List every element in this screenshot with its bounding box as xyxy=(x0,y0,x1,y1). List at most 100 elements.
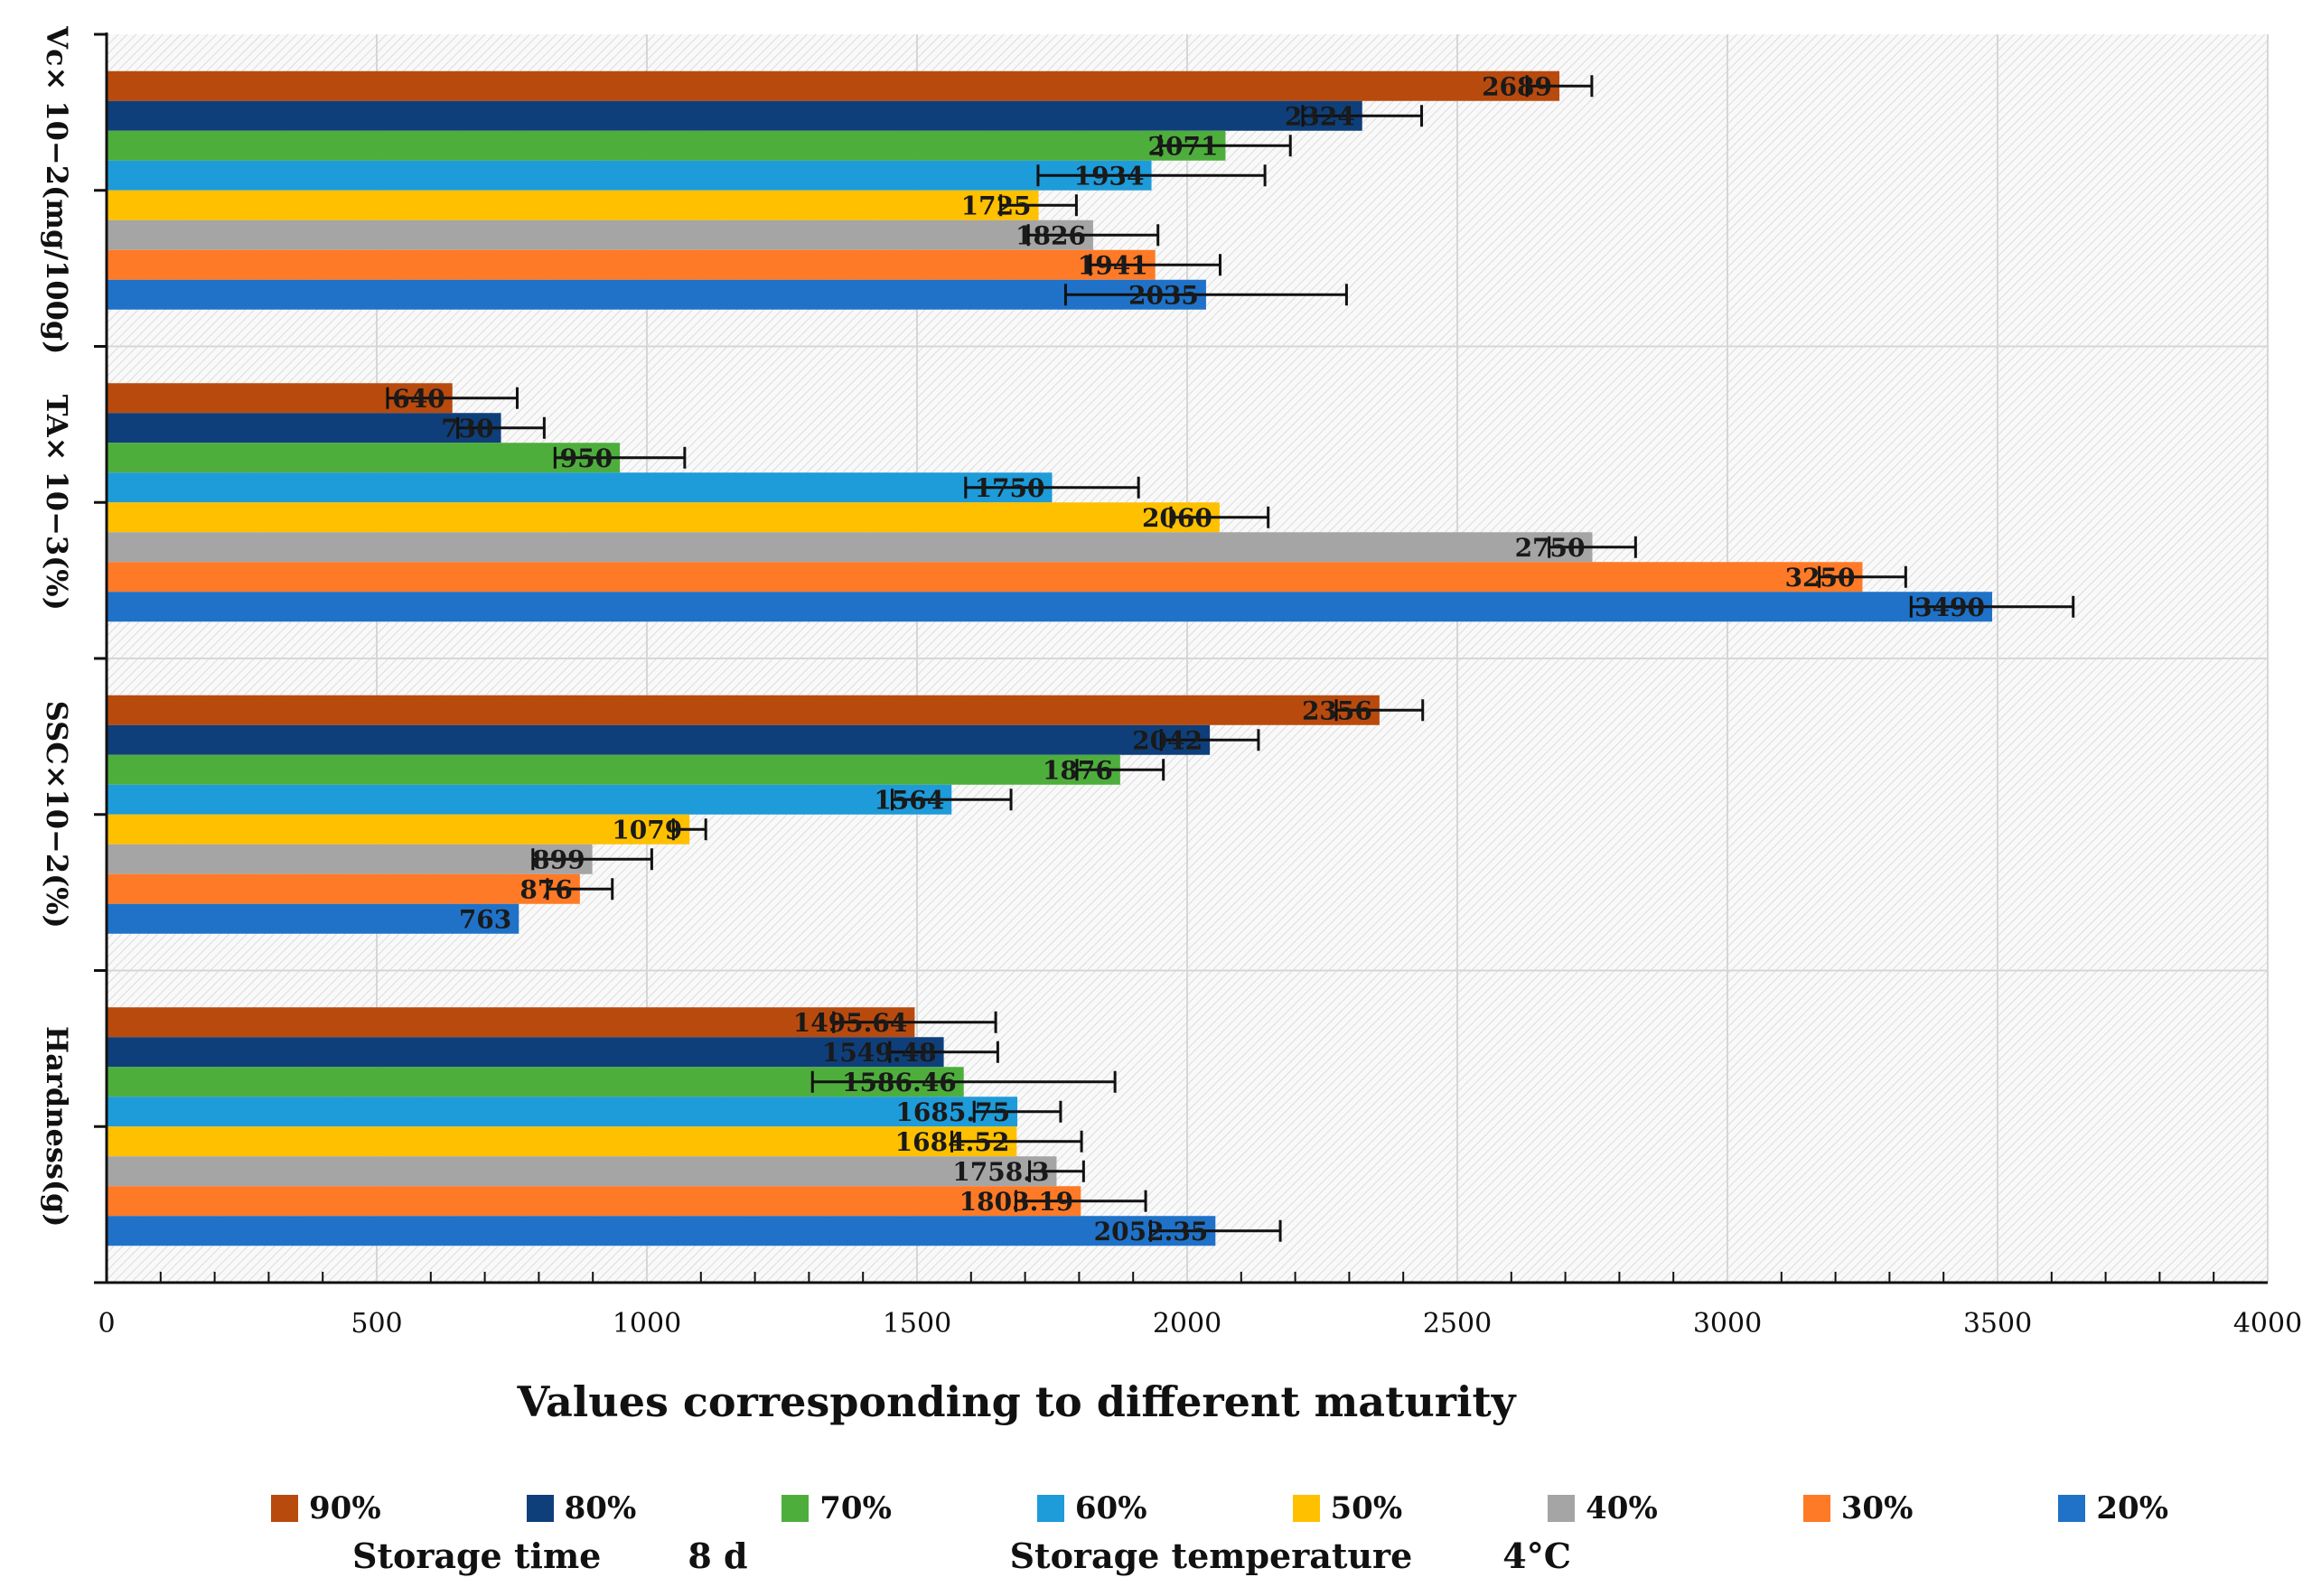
storage-info: Storage time 8 d Storage temperature 4°C xyxy=(352,1528,1571,1582)
bar xyxy=(107,903,519,934)
legend-label: 80% xyxy=(564,1490,637,1526)
bar xyxy=(107,844,593,874)
bar xyxy=(107,279,1206,310)
bar xyxy=(107,502,1220,533)
bar xyxy=(107,784,952,815)
storage-time-value: 8 d xyxy=(688,1535,748,1576)
bar xyxy=(107,873,580,904)
category-label: SSC×10−2(%) xyxy=(40,701,74,929)
category-label: TA× 10−3(%) xyxy=(40,395,74,611)
x-tick-label: 500 xyxy=(351,1308,402,1339)
data-label: 1725 xyxy=(961,191,1032,220)
legend-swatch xyxy=(526,1495,554,1522)
legend-item: 30% xyxy=(1802,1490,1914,1526)
x-tick-label: 0 xyxy=(98,1308,115,1339)
data-label: 3490 xyxy=(1914,593,1985,622)
bar xyxy=(107,70,1560,101)
legend-swatch xyxy=(2058,1495,2086,1522)
bar xyxy=(107,562,1863,593)
bar xyxy=(107,1156,1057,1187)
x-tick-label: 2000 xyxy=(1153,1308,1221,1339)
bar xyxy=(107,130,1226,161)
category-label: Hardness(g) xyxy=(40,1026,74,1227)
bar xyxy=(107,592,1993,622)
data-label: 2060 xyxy=(1142,503,1212,533)
legend-label: 90% xyxy=(309,1490,381,1526)
bar xyxy=(107,413,501,443)
legend-swatch xyxy=(1548,1495,1576,1522)
storage-time-label: Storage time xyxy=(352,1535,602,1576)
x-tick-label: 4000 xyxy=(2233,1308,2302,1339)
axes: 0 500 1000 1500 2000 2500 3000 3500 4000 Vc× 10−2… xyxy=(40,25,2302,1339)
legend-swatch xyxy=(1036,1495,1064,1522)
bar xyxy=(107,724,1211,755)
legend-item: 60% xyxy=(1036,1490,1147,1526)
data-label: 1876 xyxy=(1043,755,1113,785)
bar xyxy=(107,1007,915,1038)
data-label: 2035 xyxy=(1128,280,1199,310)
x-tick-label: 1500 xyxy=(883,1308,951,1339)
bar xyxy=(107,532,1593,563)
legend-swatch xyxy=(781,1495,810,1522)
data-label: 3250 xyxy=(1785,563,1856,593)
bar xyxy=(107,1037,944,1068)
data-label: 1941 xyxy=(1078,250,1148,280)
legend-item: 20% xyxy=(2058,1490,2168,1526)
data-label: 730 xyxy=(441,414,493,443)
bar xyxy=(107,249,1156,280)
data-label: 950 xyxy=(560,443,613,473)
bar xyxy=(107,443,621,473)
legend-item: 90% xyxy=(271,1490,381,1526)
bar xyxy=(107,219,1093,250)
data-label: 2356 xyxy=(1302,695,1372,725)
bar xyxy=(107,1097,1018,1127)
bar xyxy=(107,754,1120,785)
data-label: 2071 xyxy=(1148,131,1219,161)
data-label: 876 xyxy=(519,874,572,904)
legend-label: 20% xyxy=(2096,1490,2168,1526)
storage-temperature-label: Storage temperature xyxy=(1009,1535,1413,1576)
legend-swatch xyxy=(1292,1495,1320,1522)
legend-label: 60% xyxy=(1074,1490,1147,1526)
data-label: 899 xyxy=(532,845,585,874)
x-axis-title: Values corresponding to different maturi… xyxy=(517,1377,1517,1426)
data-label: 1549.48 xyxy=(822,1038,937,1068)
bar xyxy=(107,100,1362,131)
data-label: 1586.46 xyxy=(842,1068,957,1097)
x-tick-label: 1000 xyxy=(613,1308,681,1339)
x-tick-label: 3500 xyxy=(1963,1308,2032,1339)
legend: 90% 80% 70% 60% 50% 40% 30% 20% xyxy=(271,1481,2168,1535)
data-label: 1685.75 xyxy=(895,1097,1010,1127)
bar xyxy=(107,472,1053,503)
data-label: 1934 xyxy=(1074,161,1145,191)
bar xyxy=(107,1216,1216,1246)
data-label: 2689 xyxy=(1482,71,1552,101)
legend-label: 70% xyxy=(819,1490,892,1526)
legend-item: 40% xyxy=(1548,1490,1658,1526)
legend-item: 50% xyxy=(1292,1490,1403,1526)
data-label: 640 xyxy=(392,384,445,414)
legend-label: 30% xyxy=(1840,1490,1914,1526)
legend-label: 40% xyxy=(1586,1490,1658,1526)
bar xyxy=(107,160,1152,191)
data-label: 2052.35 xyxy=(1094,1217,1209,1246)
data-label: 2042 xyxy=(1132,725,1203,755)
data-label: 1826 xyxy=(1015,220,1086,250)
legend-swatch xyxy=(1802,1495,1830,1522)
x-tick-label: 2500 xyxy=(1423,1308,1492,1339)
bar xyxy=(107,814,690,845)
data-label: 2750 xyxy=(1515,533,1586,563)
legend-swatch xyxy=(271,1495,298,1522)
data-label: 1079 xyxy=(612,815,682,845)
legend-label: 50% xyxy=(1330,1490,1403,1526)
bar xyxy=(107,1126,1017,1157)
data-label: 1803.19 xyxy=(959,1187,1074,1217)
data-label: 1564 xyxy=(874,785,944,815)
data-label: 1684.52 xyxy=(895,1127,1010,1157)
category-label: Vc× 10−2(mg/100g) xyxy=(40,25,74,354)
legend-item: 70% xyxy=(781,1490,892,1526)
data-label: 763 xyxy=(459,904,511,934)
storage-temperature-value: 4°C xyxy=(1502,1535,1571,1576)
